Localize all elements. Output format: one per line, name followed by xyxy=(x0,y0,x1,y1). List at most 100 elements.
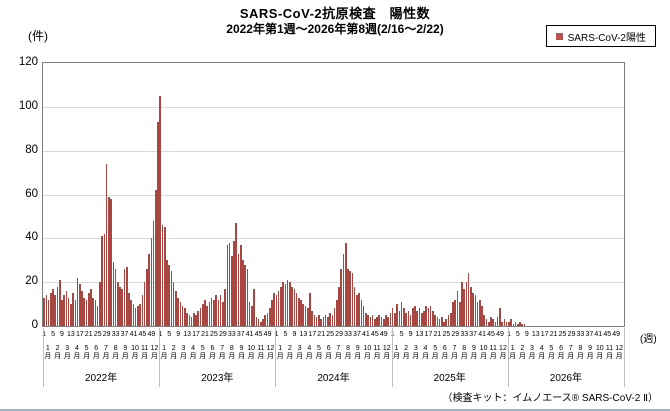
bar-week xyxy=(251,306,253,326)
x-month-suffix: 月 xyxy=(373,353,381,360)
x-month-number: 5 xyxy=(433,345,438,352)
bar-week xyxy=(510,319,512,326)
bar-week xyxy=(54,295,57,326)
x-month-number: 11 xyxy=(373,345,381,352)
bar-week xyxy=(456,290,459,326)
x-month-number: 5 xyxy=(317,345,321,352)
bar-week xyxy=(517,323,519,326)
bar-week xyxy=(438,319,441,326)
bar-week xyxy=(434,315,436,326)
x-month-suffix: 月 xyxy=(247,353,255,360)
bar-week xyxy=(320,319,322,326)
x-week-tick: 1 xyxy=(158,331,163,338)
x-month-number: 2 xyxy=(55,345,60,352)
x-month-suffix: 月 xyxy=(286,353,294,360)
x-month-number: 8 xyxy=(229,345,234,352)
bar-week xyxy=(347,269,349,326)
bar-week xyxy=(318,315,320,326)
x-month-number: 5 xyxy=(84,345,89,352)
x-week-tick: 17 xyxy=(75,331,84,338)
x-week-tick: 21 xyxy=(549,331,558,338)
x-week-tick: 13 xyxy=(183,331,192,338)
x-month-suffix: 月 xyxy=(189,353,197,360)
bar-week xyxy=(429,306,432,326)
bar-week xyxy=(166,260,168,326)
x-week-tick: 37 xyxy=(236,331,245,338)
bar-week xyxy=(219,295,222,326)
x-month-suffix: 月 xyxy=(489,353,497,360)
x-week-tick: 17 xyxy=(424,331,433,338)
x-week-tick: 13 xyxy=(531,331,540,338)
x-week-tick: 33 xyxy=(460,331,469,338)
bar-week xyxy=(476,301,479,326)
x-week-tick: 41 xyxy=(594,331,603,338)
x-month-number: 4 xyxy=(307,345,312,352)
bar-week xyxy=(490,317,492,326)
bar-week xyxy=(389,312,392,326)
x-week-tick: 1 xyxy=(42,331,47,338)
x-month-suffix: 月 xyxy=(480,353,488,360)
y-tick-label: 60 xyxy=(25,187,38,200)
x-month-suffix: 月 xyxy=(402,353,410,360)
x-month-number: 1 xyxy=(278,345,283,352)
x-week-tick: 41 xyxy=(129,331,138,338)
x-month-suffix: 月 xyxy=(567,353,575,360)
x-month-suffix: 月 xyxy=(141,353,149,360)
x-month-suffix: 月 xyxy=(334,353,342,360)
x-month-number: 2 xyxy=(287,345,292,352)
x-month-suffix: 月 xyxy=(451,353,459,360)
x-month-number: 1 xyxy=(45,345,50,352)
x-week-tick: 29 xyxy=(567,331,576,338)
bar-week xyxy=(134,308,137,326)
chart-title: SARS-CoV-2抗原検査 陽性数 xyxy=(239,6,431,21)
x-month-number: 8 xyxy=(578,345,583,352)
bar-week xyxy=(186,312,188,326)
x-week-tick: 1 xyxy=(274,331,279,338)
bar-week xyxy=(157,122,159,326)
bar-week xyxy=(360,299,363,326)
x-month-label: 11 月 xyxy=(606,345,613,361)
bar-week xyxy=(443,321,445,326)
bar-week xyxy=(331,315,334,326)
bar-week xyxy=(286,279,289,326)
bar-week xyxy=(436,317,439,326)
bar-week xyxy=(58,279,61,326)
bar-week xyxy=(117,282,119,326)
bar-week xyxy=(338,286,340,326)
x-week-tick: 41 xyxy=(361,331,370,338)
x-month-suffix: 月 xyxy=(112,353,120,360)
x-year-separator xyxy=(43,328,44,387)
bar-week xyxy=(470,286,472,326)
x-month-number: 7 xyxy=(103,345,108,352)
x-month-suffix: 月 xyxy=(315,353,323,360)
x-month-label: 12 月 xyxy=(383,345,391,361)
x-week-tick: 37 xyxy=(120,331,129,338)
bar-week xyxy=(416,310,419,326)
bar-week xyxy=(356,295,358,326)
bar-week xyxy=(63,295,65,326)
bar-week xyxy=(479,299,481,326)
bar-week xyxy=(67,297,70,326)
bar-week xyxy=(380,317,383,326)
x-week-tick: 13 xyxy=(299,331,308,338)
chart-subtitle: 2022年第1週～2026年第8週(2/16～2/22) xyxy=(226,22,444,36)
bar-week xyxy=(92,297,95,326)
x-month-number: 7 xyxy=(452,345,457,352)
x-month-label: 11 月 xyxy=(257,345,264,361)
x-week-tick: 9 xyxy=(408,331,413,338)
bar-week xyxy=(362,306,365,326)
bar-week xyxy=(213,299,215,326)
bar-week xyxy=(79,284,81,326)
bar-week xyxy=(217,299,220,326)
